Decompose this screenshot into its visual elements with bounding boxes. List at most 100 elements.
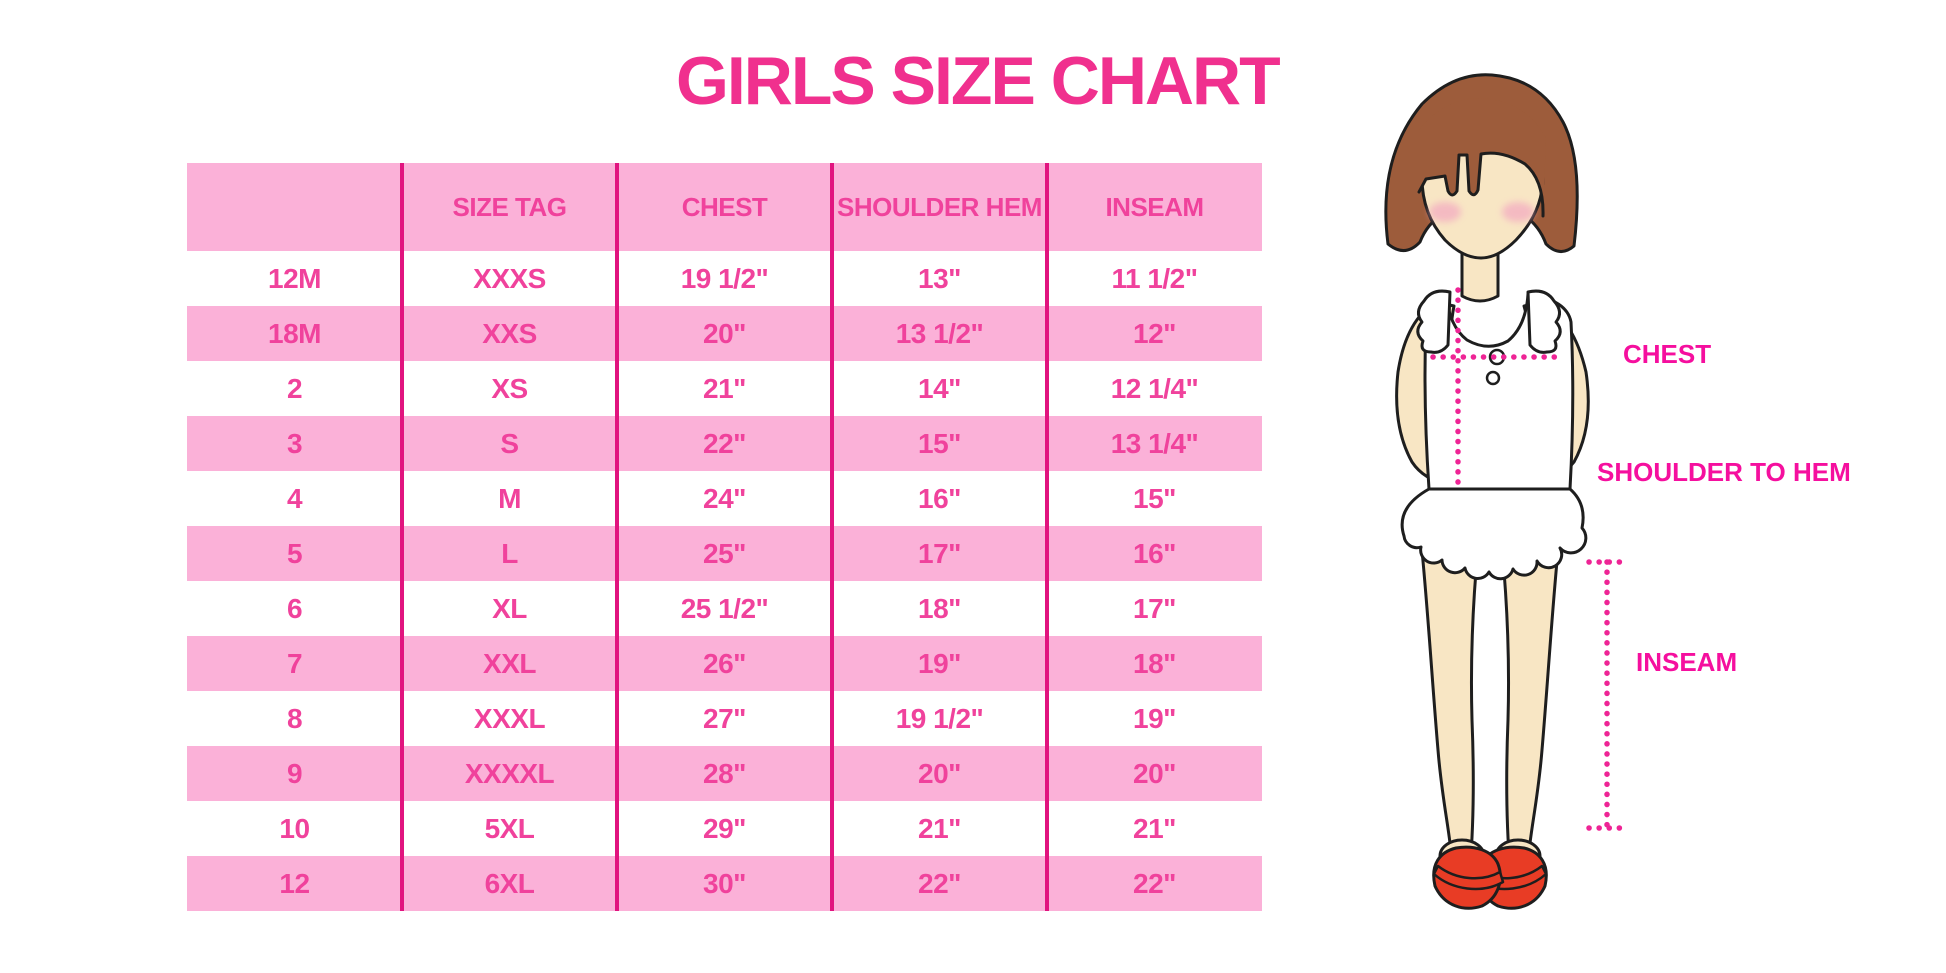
- table-row: 8 XXXL 27" 19 1/2" 19": [187, 691, 1262, 746]
- table-cell: 28": [703, 757, 746, 789]
- table-row: 18M XXS 20" 13 1/2" 12": [187, 306, 1262, 361]
- girl-hair: [1384, 73, 1579, 253]
- table-cell: 5: [286, 537, 303, 569]
- girl-leg-left: [1419, 538, 1480, 870]
- table-cell: 10: [279, 812, 310, 844]
- table-cell: 16": [918, 482, 961, 514]
- table-cell: XS: [491, 372, 528, 404]
- table-header-row: SIZE TAG CHEST SHOULDER HEM INSEAM: [187, 163, 1262, 251]
- table-cell: 19 1/2": [895, 702, 984, 734]
- table-cell: 29": [703, 812, 746, 844]
- table-cell: 25 1/2": [680, 592, 769, 624]
- girl-cheek-right: [1502, 202, 1534, 222]
- table-cell: 13": [918, 262, 961, 294]
- table-cell: 12": [1133, 317, 1176, 349]
- table-cell: 12 1/4": [1110, 372, 1199, 404]
- girl-shoe-right: [1478, 845, 1548, 910]
- header-cell-size: [187, 163, 402, 251]
- table-cell: 13 1/2": [895, 317, 984, 349]
- table-row: 10 5XL 29" 21" 21": [187, 801, 1262, 856]
- girl-ruffle-right: [1526, 289, 1562, 354]
- table-cell: 9: [286, 757, 303, 789]
- header-cell-size-tag: SIZE TAG: [452, 191, 567, 222]
- table-cell: 17": [918, 537, 961, 569]
- column-divider: [615, 163, 619, 911]
- table-cell: XL: [492, 592, 527, 624]
- header-cell-shoulder-hem: SHOULDER HEM: [837, 191, 1042, 222]
- chest-label: CHEST: [1623, 339, 1712, 369]
- inseam-label: INSEAM: [1636, 647, 1738, 677]
- column-divider: [400, 163, 404, 911]
- table-cell: 21": [703, 372, 746, 404]
- table-cell: 19": [1133, 702, 1176, 734]
- table-cell: 18": [1133, 647, 1176, 679]
- table-cell: 18": [918, 592, 961, 624]
- table-cell: M: [498, 482, 521, 514]
- table-cell: 20": [918, 757, 961, 789]
- girl-foot-left: [1438, 838, 1486, 874]
- table-cell: S: [500, 427, 519, 459]
- table-cell: XXXL: [473, 702, 546, 734]
- table-cell: L: [501, 537, 518, 569]
- table-row: 4 M 24" 16" 15": [187, 471, 1262, 526]
- girl-foot-right: [1494, 838, 1542, 874]
- girl-leg-right: [1500, 538, 1561, 870]
- girl-face: [1420, 113, 1545, 260]
- girl-bangs-outline: [1417, 151, 1545, 218]
- table-row: 7 XXL 26" 19" 18": [187, 636, 1262, 691]
- table-cell: 20": [1133, 757, 1176, 789]
- measurement-lines: [1430, 287, 1624, 831]
- size-table: SIZE TAG CHEST SHOULDER HEM INSEAM 12M XX…: [187, 163, 1262, 911]
- table-cell: 19 1/2": [680, 262, 769, 294]
- table-cell: 8: [286, 702, 303, 734]
- table-cell: 7: [286, 647, 303, 679]
- table-row: 3 S 22" 15" 13 1/4": [187, 416, 1262, 471]
- girl-button-top: [1488, 348, 1506, 366]
- girl-button-bottom: [1485, 370, 1501, 386]
- table-cell: 12M: [268, 262, 321, 294]
- table-cell: 16": [1133, 537, 1176, 569]
- table-cell: 19": [918, 647, 961, 679]
- girl-cheek-left: [1429, 202, 1461, 222]
- shoulder-to-hem-label: SHOULDER TO HEM: [1597, 457, 1851, 487]
- table-cell: 15": [1133, 482, 1176, 514]
- table-cell: 14": [918, 372, 961, 404]
- girl-arm-left: [1395, 300, 1466, 486]
- girl-shoe-strap-right: [1475, 864, 1548, 891]
- table-row: 12M XXXS 19 1/2" 13" 11 1/2": [187, 251, 1262, 306]
- table-cell: 5XL: [484, 812, 535, 844]
- table-cell: 3: [286, 427, 303, 459]
- table-row: 9 XXXXL 28" 20" 20": [187, 746, 1262, 801]
- table-cell: 25": [703, 537, 746, 569]
- table-cell: 21": [1133, 812, 1176, 844]
- table-cell: XXXXL: [464, 757, 555, 789]
- header-cell-chest: CHEST: [681, 191, 768, 222]
- table-cell: 20": [703, 317, 746, 349]
- girl-bangs: [1419, 98, 1546, 216]
- table-cell: 17": [1133, 592, 1176, 624]
- table-cell: 2: [286, 372, 303, 404]
- girl-shoe-left: [1432, 845, 1502, 910]
- table-cell: 22": [703, 427, 746, 459]
- girl-ruffle-left: [1416, 289, 1452, 354]
- table-cell: 15": [918, 427, 961, 459]
- table-cell: XXS: [482, 317, 537, 349]
- table-cell: 4: [286, 482, 303, 514]
- table-cell: 26": [703, 647, 746, 679]
- table-cell: XXXS: [473, 262, 546, 294]
- header-cell-inseam: INSEAM: [1105, 191, 1204, 222]
- table-cell: 6: [286, 592, 303, 624]
- table-cell: 22": [1133, 867, 1176, 899]
- page-title: GIRLS SIZE CHART: [676, 43, 1281, 119]
- table-cell: 24": [703, 482, 746, 514]
- table-body: 12M XXXS 19 1/2" 13" 11 1/2" 18M XXS 20" 13 1/2"…: [187, 251, 1262, 911]
- table-cell: 22": [918, 867, 961, 899]
- table-cell: 21": [918, 812, 961, 844]
- girl-arm-right: [1514, 300, 1590, 486]
- column-divider: [830, 163, 834, 911]
- table-cell: 12: [279, 867, 310, 899]
- girl-neck: [1460, 248, 1500, 303]
- table-row: 12 6XL 30" 22" 22": [187, 856, 1262, 911]
- table-cell: 13 1/4": [1110, 427, 1199, 459]
